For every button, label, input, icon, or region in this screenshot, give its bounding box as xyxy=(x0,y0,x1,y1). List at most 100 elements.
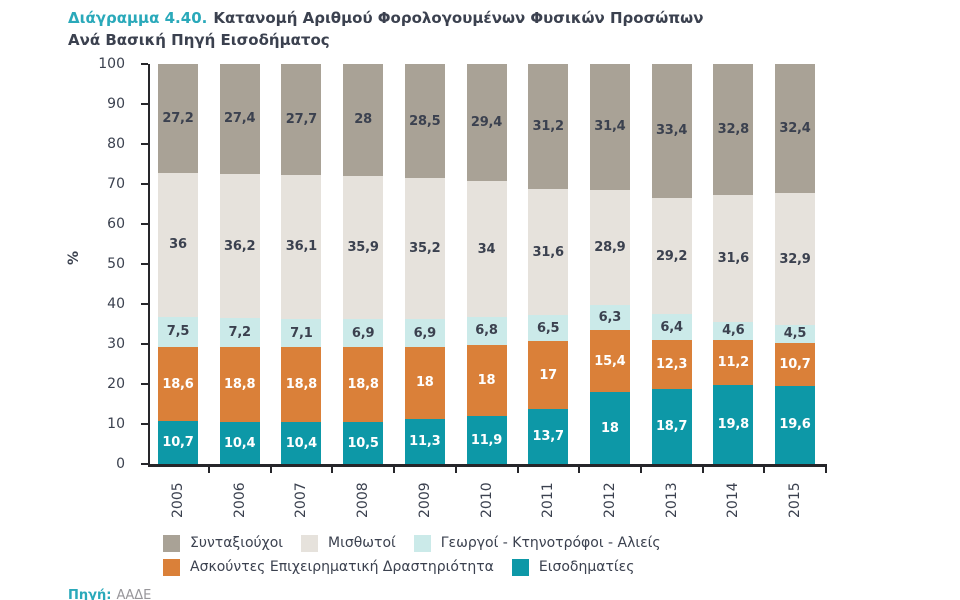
legend-swatch xyxy=(413,534,431,552)
legend-item: Συνταξιούχοι xyxy=(163,534,283,552)
chart-title: Διάγραμμα 4.40. Κατανομή Αριθμού Φορολογο… xyxy=(68,7,828,29)
bar-value-label: 27,2 xyxy=(162,110,194,126)
bar-segment: 28,5 xyxy=(404,64,445,179)
x-tick xyxy=(639,465,642,473)
x-tick xyxy=(578,465,581,473)
bar-segment: 15,4 xyxy=(589,330,630,392)
bar-value-label: 31,2 xyxy=(532,118,564,134)
bar-segment: 7,2 xyxy=(219,318,260,348)
bar-segment: 31,4 xyxy=(589,64,630,190)
x-tick xyxy=(393,465,396,473)
y-tick xyxy=(141,63,148,65)
bar-value-label: 18 xyxy=(601,420,619,436)
bar-segment: 27,7 xyxy=(281,64,322,175)
legend-swatch xyxy=(163,558,180,576)
bar-group-2009: 11,3 18 6,9 35,2 28,5 xyxy=(404,64,445,464)
bar-value-label: 19,8 xyxy=(717,416,749,432)
bar-segment: 36,2 xyxy=(219,173,260,319)
bar-segment: 17 xyxy=(528,341,569,410)
bar-value-label: 31,6 xyxy=(532,244,564,260)
bar-segment: 27,4 xyxy=(219,64,260,174)
legend-item: Γεωργοί - Κτηνοτρόφοι - Αλιείς xyxy=(413,534,661,552)
legend-item: Ασκούντες Επιχειρηματική Δραστηριότητα xyxy=(163,558,494,576)
bar-segment: 18,6 xyxy=(158,346,198,422)
bar-value-label: 33,4 xyxy=(655,123,688,139)
bar-value-label: 32,9 xyxy=(779,251,811,267)
bar-value-label: 11,9 xyxy=(470,432,503,448)
bar-segment: 28,9 xyxy=(589,189,630,306)
x-axis-label-2010: 2010 xyxy=(478,482,495,518)
bar-segment: 31,6 xyxy=(713,195,754,322)
bar-segment: 32,4 xyxy=(775,64,815,194)
y-tick xyxy=(141,263,148,265)
bar-value-label: 34 xyxy=(477,241,496,257)
bar-value-label: 10,7 xyxy=(779,356,811,372)
y-tick-label: 50 xyxy=(107,256,125,272)
y-tick xyxy=(141,463,148,465)
bar-group-2006: 10,4 18,8 7,2 36,2 27,4 xyxy=(219,64,260,464)
bar-segment: 18,8 xyxy=(219,347,260,423)
bar-segment: 6,9 xyxy=(404,319,445,347)
legend-swatch xyxy=(163,534,180,552)
bar-segment: 13,7 xyxy=(528,409,569,464)
y-tick xyxy=(141,183,148,185)
source-value: ΑΑΔΕ xyxy=(116,588,152,600)
y-tick xyxy=(141,343,148,345)
x-axis-label-2011: 2011 xyxy=(540,482,557,518)
bar-value-label: 10,5 xyxy=(347,435,379,451)
y-tick xyxy=(141,383,148,385)
bar-value-label: 7,1 xyxy=(290,325,313,341)
bar-segment: 28 xyxy=(343,64,384,176)
y-tick-label: 30 xyxy=(107,336,125,352)
legend: Συνταξιούχοι Μισθωτοί Γεωργοί - Κτηνοτρόφο… xyxy=(163,534,661,576)
x-axis-label-2008: 2008 xyxy=(355,482,372,518)
bar-value-label: 35,2 xyxy=(409,241,441,257)
y-tick-label: 0 xyxy=(116,456,125,472)
bar-segment: 10,4 xyxy=(281,422,322,464)
bar-segment: 32,9 xyxy=(775,193,815,325)
x-axis-label-2006: 2006 xyxy=(231,482,248,518)
x-tick xyxy=(825,465,827,473)
bar-segment: 18,8 xyxy=(281,347,322,423)
bar-value-label: 27,7 xyxy=(285,111,318,127)
bar-segment: 18 xyxy=(404,346,445,419)
bar-group-2007: 10,4 18,8 7,1 36,1 27,7 xyxy=(281,64,322,464)
bar-value-label: 17 xyxy=(539,367,558,383)
bar-segment: 11,3 xyxy=(404,418,445,464)
bar-value-label: 29,4 xyxy=(470,115,503,131)
bar-value-label: 12,3 xyxy=(655,357,688,373)
plot-area: 0 10 20 30 40 50 60 70 80 90 100 10,7 18,6 7,5 36 27,2 2… xyxy=(98,56,827,518)
x-axis-label-2005: 2005 xyxy=(170,482,186,518)
bar-segment: 6,9 xyxy=(343,319,384,347)
bar-segment: 4,6 xyxy=(713,321,754,341)
bar-value-label: 18,8 xyxy=(347,376,379,392)
bar-value-label: 28,9 xyxy=(594,239,626,255)
bar-group-2010: 11,9 18 6,8 34 29,4 xyxy=(466,64,507,464)
bar-segment: 6,4 xyxy=(651,314,692,341)
bar-value-label: 18,7 xyxy=(655,419,688,435)
legend-label: Εισοδηματίες xyxy=(538,559,635,575)
bar-value-label: 28,5 xyxy=(409,113,441,129)
bar-value-label: 6,8 xyxy=(475,323,498,339)
bar-value-label: 18,8 xyxy=(285,377,318,393)
x-tick xyxy=(701,465,704,473)
bar-segment: 6,3 xyxy=(589,305,630,331)
bar-segment: 18,8 xyxy=(343,346,384,423)
bar-value-label: 4,6 xyxy=(722,323,745,339)
legend-swatch xyxy=(301,534,319,552)
y-tick-label: 90 xyxy=(107,96,125,112)
y-tick xyxy=(141,223,148,225)
bar-value-label: 18 xyxy=(415,375,434,391)
bar-value-label: 4,5 xyxy=(783,326,807,342)
bar-segment: 29,4 xyxy=(466,64,507,182)
bar-value-label: 6,5 xyxy=(536,320,560,336)
legend-row: Συνταξιούχοι Μισθωτοί Γεωργοί - Κτηνοτρόφο… xyxy=(163,534,661,552)
legend-label: Γεωργοί - Κτηνοτρόφοι - Αλιείς xyxy=(440,535,661,551)
bar-value-label: 15,4 xyxy=(594,353,626,369)
bar-segment: 10,4 xyxy=(219,422,260,464)
bar-segment: 36 xyxy=(158,172,198,317)
y-tick xyxy=(141,103,148,105)
bar-value-label: 18,6 xyxy=(162,376,194,392)
bar-group-2012: 18 15,4 6,3 28,9 31,4 xyxy=(589,64,630,464)
